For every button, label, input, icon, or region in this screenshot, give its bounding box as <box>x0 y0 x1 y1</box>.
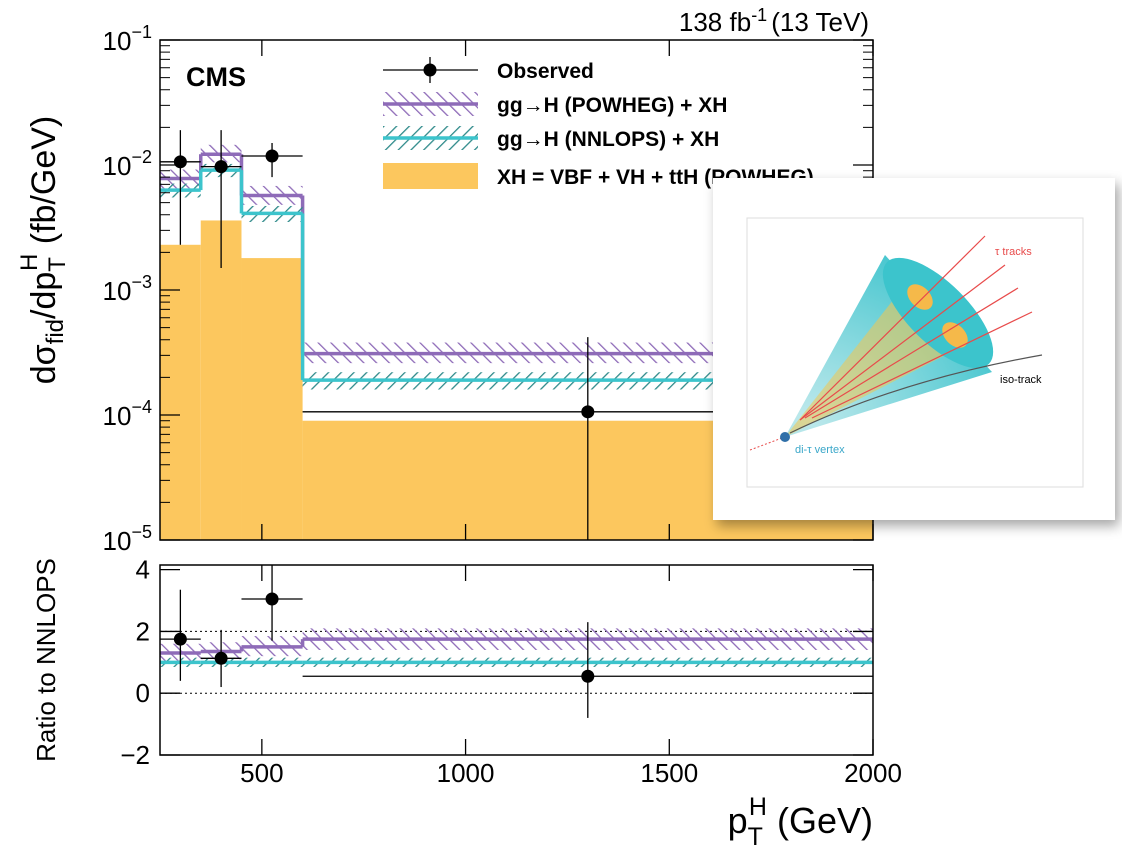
text-part: H <box>749 793 767 821</box>
y-tick-label: 0 <box>136 678 150 708</box>
x-tick-label: 2000 <box>844 758 902 788</box>
legend-label: Observed <box>497 60 594 83</box>
data-point <box>214 651 228 665</box>
jet-core <box>907 284 933 310</box>
y-axis-label: Ratio to NNLOPS <box>31 558 61 762</box>
text-part: 10 <box>103 401 132 431</box>
x-tick-label: 1000 <box>437 758 495 788</box>
text-part: 10 <box>103 151 132 181</box>
data-point <box>265 149 279 163</box>
y-tick-label: 10−3 <box>103 272 152 306</box>
text-part: 10 <box>103 276 132 306</box>
data-point <box>173 632 187 646</box>
x-tick-label: 500 <box>240 758 283 788</box>
x-axis-label: pTH (GeV) <box>728 793 873 851</box>
iso-track-line <box>789 354 1043 434</box>
experiment-label: CMS <box>186 62 246 92</box>
y-tick-label: 10−5 <box>103 522 152 556</box>
text-part: -1 <box>751 5 767 25</box>
text-part: −4 <box>131 397 152 417</box>
legend-symbol <box>423 63 437 77</box>
text-part: −1 <box>131 22 152 42</box>
text-part: 10 <box>103 526 132 556</box>
jet-core <box>942 322 968 348</box>
panel: 500 1000 1500 2000 −2 0 2 4 Ratio to NNLOPS pTH (… <box>31 555 902 851</box>
y-tick-label: 2 <box>136 616 150 646</box>
text-part: T <box>748 823 763 851</box>
inset-label: di-τ vertex <box>795 444 845 456</box>
y-tick-label: 4 <box>136 555 150 585</box>
data-point <box>214 160 228 174</box>
legend-symbol <box>383 163 478 189</box>
inset-figure: τ tracks iso-track di-τ vertex <box>713 178 1115 520</box>
text-part: (GeV) <box>767 800 873 841</box>
luminosity-label: 138 fb-1 (13 TeV) <box>679 5 869 37</box>
text-part: p <box>728 800 748 841</box>
bar <box>241 258 303 540</box>
text-part: (13 TeV) <box>771 7 869 37</box>
text-part: H <box>16 254 43 271</box>
data-point <box>265 592 279 606</box>
y-axis-label: dσfid/dpTH (fb/GeV) <box>16 116 71 384</box>
text-part: −2 <box>131 147 152 167</box>
text-part: fid <box>42 319 69 344</box>
text-part: dσ <box>25 344 63 384</box>
text-part: −3 <box>131 272 152 292</box>
y-tick-label: 10−4 <box>103 397 152 431</box>
plot-area <box>160 565 873 718</box>
vertex <box>780 432 790 442</box>
plot-frame <box>159 564 874 756</box>
inset-label: τ tracks <box>995 246 1032 258</box>
text-part: 10 <box>103 26 132 56</box>
bar <box>200 220 242 540</box>
y-tick-label: 10−2 <box>103 147 152 181</box>
y-tick-label: −2 <box>120 740 150 770</box>
incoming <box>749 437 783 451</box>
text-part: /dp <box>25 272 63 319</box>
legend-label: gg→H (POWHEG) + XH <box>497 94 727 117</box>
data-point <box>581 669 595 683</box>
data-point <box>581 405 595 419</box>
text-part: −5 <box>131 522 152 542</box>
text-part: T <box>44 257 71 272</box>
data-point <box>173 155 187 169</box>
text-part: (fb/GeV) <box>25 116 63 254</box>
y-tick-label: 10−1 <box>103 22 152 56</box>
inset-label: iso-track <box>1000 374 1042 386</box>
text-part: 138 fb <box>679 7 751 37</box>
bar <box>160 244 201 540</box>
tau-tracks <box>799 235 1033 421</box>
x-tick-label: 1500 <box>640 758 698 788</box>
legend-label: gg→H (NNLOPS) + XH <box>497 128 719 151</box>
